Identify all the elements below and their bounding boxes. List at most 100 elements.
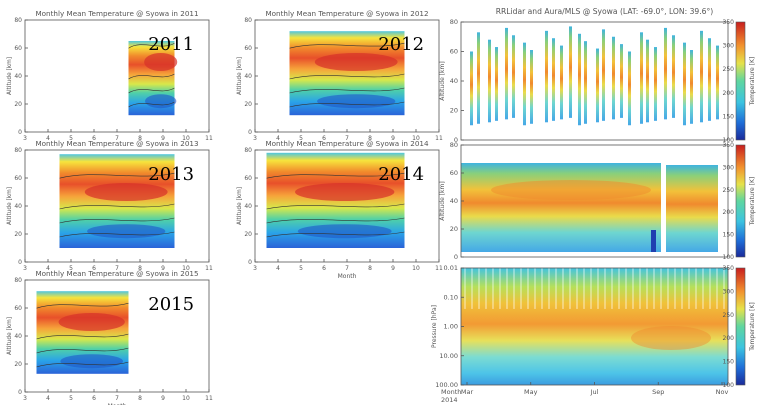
right-panel1-profile — [552, 38, 555, 121]
right-panel3-stripe — [478, 268, 480, 309]
panel2-cold-core — [317, 94, 396, 109]
panel3-ytick-label: 60 — [14, 175, 22, 182]
right-panel3-stripe — [660, 268, 662, 309]
panel5-contour-3 — [36, 347, 129, 354]
colorbar-2-tick-label: 200 — [723, 209, 735, 216]
colorbar-3-label: Temperature [K] — [749, 302, 756, 352]
right-panel3-stripe — [723, 268, 725, 309]
panel2-xtick-label: 6 — [322, 135, 326, 142]
right-panel3-stripe — [534, 268, 536, 309]
right-panel1-profile — [683, 42, 686, 126]
right-xtick-label: May — [524, 388, 538, 396]
right-panel1-profile — [716, 45, 719, 120]
right-panel1-profile — [470, 51, 473, 126]
right-panel1-profile — [512, 35, 515, 118]
right-panel3-stripe — [471, 268, 473, 309]
panel4-xtick-label: 8 — [368, 265, 372, 272]
panel5-xtick-label: 10 — [182, 395, 190, 402]
panel5-xlabel: Month — [108, 403, 127, 405]
right-panel1-profile — [664, 27, 667, 120]
panel1-ytick-label: 80 — [14, 17, 22, 24]
panel3-ytick-label: 80 — [14, 147, 22, 154]
panel4-xlabel: Month — [338, 273, 357, 280]
panel3-year-label: 2013 — [148, 164, 194, 185]
right-panel1-profile — [530, 50, 533, 124]
panel4-xtick-label: 4 — [276, 265, 280, 272]
right-panel1-profile — [596, 48, 599, 123]
colorbar-3-tick-label: 250 — [723, 312, 735, 319]
right-xtick-label: Jul — [590, 388, 599, 396]
panel3-contour-4 — [59, 231, 175, 238]
colorbar-2-label: Temperature [K] — [749, 177, 756, 227]
right-panel3-stripe — [709, 268, 711, 309]
colorbar-2-tick-label: 350 — [723, 142, 735, 149]
panel1-ytick-label: 60 — [14, 45, 22, 52]
panel4-contour-1 — [266, 172, 405, 179]
right-panel3-stripe — [604, 268, 606, 309]
right-panel3-ylabel: Pressure [hPa] — [431, 305, 438, 348]
panel2-xtick-label: 5 — [299, 135, 303, 142]
colorbar-1-tick-label: 200 — [723, 90, 735, 97]
panel2-ytick-label: 80 — [244, 17, 252, 24]
panel3-ytick-label: 40 — [14, 203, 22, 210]
right-panel1-profile — [672, 35, 675, 118]
right-panel3-stripe — [562, 268, 564, 309]
panel1-ylabel: Altitude [km] — [7, 57, 13, 95]
panel5-cold-core — [60, 354, 123, 369]
panel2-ytick-label: 20 — [244, 101, 252, 108]
panel2-title: Monthly Mean Temperature @ Syowa in 2012 — [265, 9, 428, 18]
colorbar-3-tick-label: 100 — [723, 382, 735, 389]
right-panel3-stripe — [688, 268, 690, 309]
right-panel3-ytick-label: 0.01 — [444, 264, 458, 272]
right-panel1-profile — [560, 45, 563, 120]
right-panel1-ylabel: Altitude [km] — [439, 61, 446, 100]
right-panel1-profile — [505, 27, 508, 120]
panel1-xtick-label: 5 — [69, 135, 73, 142]
right-panel3-stripe — [653, 268, 655, 309]
right-panel3-stripe — [632, 268, 634, 309]
panel5-warm-core — [58, 313, 125, 331]
panel2-xtick-label: 4 — [276, 135, 280, 142]
panel5-contour-1 — [36, 302, 129, 309]
right-panel1-profile — [584, 41, 587, 124]
colorbar-3-tick-label: 350 — [723, 265, 735, 272]
right-panel1-profile — [488, 39, 491, 123]
panel1-xtick-label: 6 — [92, 135, 96, 142]
panel3-xtick-label: 6 — [92, 265, 96, 272]
right-panel2-field-b — [666, 165, 718, 252]
colorbar-1-tick-label: 100 — [723, 137, 735, 144]
panel3-xtick-label: 9 — [161, 265, 165, 272]
panel5-xtick-label: 4 — [46, 395, 50, 402]
panel5-ytick-label: 80 — [14, 277, 22, 284]
panel5-xtick-label: 3 — [23, 395, 27, 402]
panel5-xtick-label: 5 — [69, 395, 73, 402]
panel5-ytick-label: 60 — [14, 305, 22, 312]
right-xyear: 2014 — [441, 396, 458, 404]
panel2-contour-3 — [289, 87, 405, 94]
panel3-ytick-label: 0 — [18, 259, 22, 266]
panel2-contour-4 — [289, 101, 405, 108]
right-panel3-stripe — [674, 268, 676, 309]
panel2-warm-core — [314, 53, 398, 71]
panel1-xtick-label: 8 — [138, 135, 142, 142]
panel2-xtick-label: 8 — [368, 135, 372, 142]
right-panel1-profile — [700, 30, 703, 123]
right-panel3-stripe — [716, 268, 718, 309]
right-panel3-warm-spot — [631, 326, 711, 350]
right-panel3-stripe — [548, 268, 550, 309]
panel4-xtick-label: 6 — [322, 265, 326, 272]
panel2-year-label: 2012 — [378, 34, 424, 55]
panel2-xtick-label: 7 — [345, 135, 349, 142]
panel5-xtick-label: 6 — [92, 395, 96, 402]
panel4-xtick-label: 10 — [412, 265, 420, 272]
panel5-xtick-label: 9 — [161, 395, 165, 402]
colorbar-1-tick-label: 150 — [723, 113, 735, 120]
panel1-xtick-label: 7 — [115, 135, 119, 142]
right-panel2-ytick-label: 20 — [450, 225, 458, 233]
right-panel3-stripe — [597, 268, 599, 309]
right-panel1-profile — [646, 39, 649, 123]
right-panel3-ytick-label: 1.00 — [444, 323, 458, 331]
panel3-warm-core — [84, 183, 168, 201]
panel1-year-label: 2011 — [148, 34, 194, 55]
right-panel3-stripe — [618, 268, 620, 309]
